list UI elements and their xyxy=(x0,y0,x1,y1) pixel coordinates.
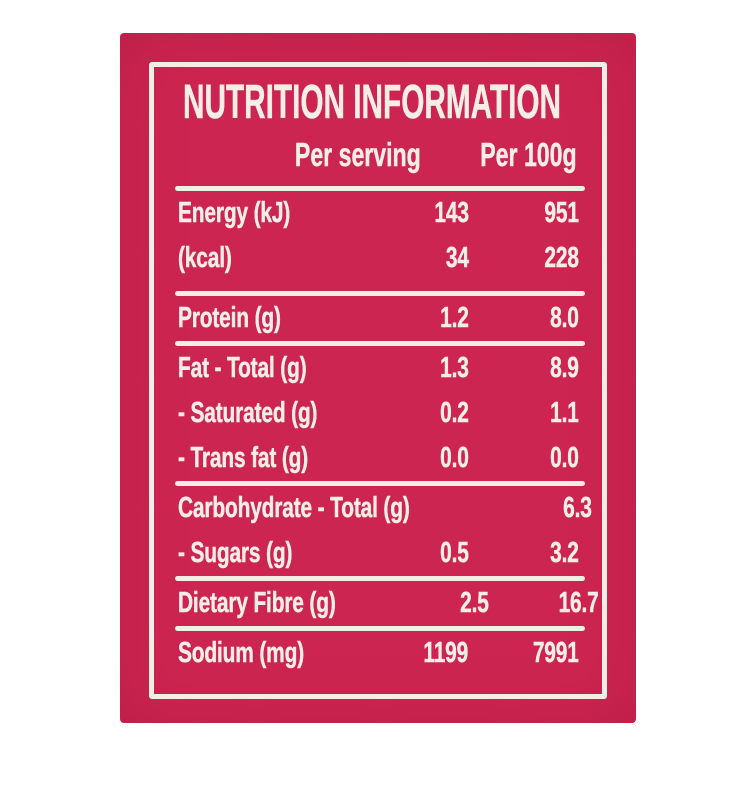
value-per-100g: 0.0 xyxy=(549,442,579,475)
nutrient-name: Fat - Total (g) xyxy=(177,352,307,385)
nutrient-name: - Saturated (g) xyxy=(177,397,317,430)
nutrient-name: - Trans fat (g) xyxy=(177,442,308,475)
value-per-serving: 0.2 xyxy=(439,397,469,430)
value-per-serving: 1.2 xyxy=(439,302,469,335)
value-per-serving: 6.3 xyxy=(562,492,592,525)
nutrient-name: (kcal) xyxy=(177,242,232,275)
divider xyxy=(174,576,585,581)
value-per-100g: 16.7 xyxy=(558,587,599,620)
nutrient-row-saturated: - Saturated (g) 0.2 1.1 xyxy=(175,391,585,436)
nutrient-row-energy-kcal: (kcal) 34 228 xyxy=(175,236,585,281)
nutrient-name: - Sugars (g) xyxy=(177,537,292,570)
value-per-100g: 7991 xyxy=(532,637,579,670)
divider xyxy=(174,481,585,486)
column-header-per-serving: Per serving xyxy=(295,136,421,173)
value-per-serving: 34 xyxy=(445,242,469,275)
divider xyxy=(174,626,585,631)
inner-frame-border xyxy=(148,62,607,699)
nutrient-row-energy-kj: Energy (kJ) 143 951 xyxy=(175,191,585,236)
value-per-100g: 1.1 xyxy=(549,397,579,430)
column-headers: Per serving Per 100g xyxy=(175,136,585,173)
nutrient-name: Carbohydrate - Total (g) xyxy=(177,492,410,525)
nutrient-row-fat-total: Fat - Total (g) 1.3 8.9 xyxy=(175,346,585,391)
divider xyxy=(174,291,585,296)
nutrient-row-protein: Protein (g) 1.2 8.0 xyxy=(175,296,585,341)
nutrient-row-carbohydrate-total: Carbohydrate - Total (g) 6.3 42.0 xyxy=(175,486,591,531)
value-per-serving: 2.5 xyxy=(459,587,489,620)
nutrition-label-card: NUTRITION INFORMATION Per serving Per 10… xyxy=(119,33,636,723)
nutrient-row-dietary-fibre: Dietary Fibre (g) 2.5 16.7 xyxy=(175,581,598,626)
nutrient-row-sodium: Sodium (mg) 1199 7991 xyxy=(175,631,585,676)
nutrition-title-text: NUTRITION INFORMATION xyxy=(182,76,561,129)
nutrient-row-trans-fat: - Trans fat (g) 0.0 0.0 xyxy=(175,436,585,481)
value-per-100g: 228 xyxy=(544,242,579,275)
value-per-serving: 0.5 xyxy=(439,537,469,570)
label-content: NUTRITION INFORMATION Per serving Per 10… xyxy=(174,67,599,676)
nutrient-name: Protein (g) xyxy=(177,302,281,335)
value-per-100g: 8.0 xyxy=(549,302,579,335)
nutrient-row-sugars: - Sugars (g) 0.5 3.2 xyxy=(175,531,585,576)
value-per-serving: 1199 xyxy=(423,637,469,670)
divider xyxy=(174,341,585,346)
value-per-100g: 951 xyxy=(544,197,579,230)
value-per-serving: 143 xyxy=(434,197,469,230)
nutrient-name: Dietary Fibre (g) xyxy=(177,587,336,620)
value-per-serving: 0.0 xyxy=(439,442,469,475)
nutrition-title: NUTRITION INFORMATION xyxy=(182,76,585,129)
value-per-100g: 3.2 xyxy=(549,537,579,570)
column-header-per-100g: Per 100g xyxy=(480,136,577,173)
divider xyxy=(174,186,585,191)
nutrient-name: Sodium (mg) xyxy=(177,637,304,670)
nutrient-name: Energy (kJ) xyxy=(177,197,290,230)
value-per-serving: 1.3 xyxy=(439,352,469,385)
value-per-100g: 8.9 xyxy=(549,352,579,385)
